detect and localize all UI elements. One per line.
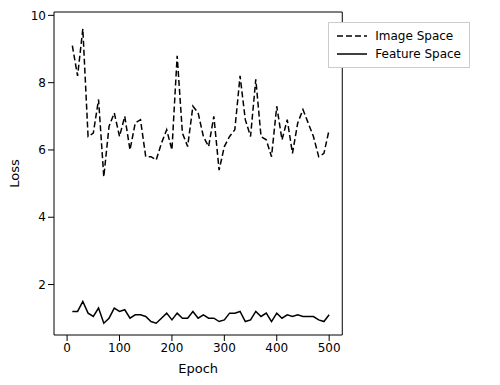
svg-text:Epoch: Epoch bbox=[178, 361, 218, 376]
svg-text:0: 0 bbox=[63, 341, 71, 355]
svg-text:200: 200 bbox=[160, 341, 183, 355]
svg-text:300: 300 bbox=[213, 341, 236, 355]
svg-text:2: 2 bbox=[38, 278, 46, 292]
svg-text:Loss: Loss bbox=[8, 159, 22, 188]
svg-text:400: 400 bbox=[265, 341, 288, 355]
html-text:Image Space: Image Space bbox=[375, 29, 454, 43]
svg-text:10: 10 bbox=[31, 9, 46, 23]
svg-text:500: 500 bbox=[318, 341, 341, 355]
svg-text:100: 100 bbox=[108, 341, 131, 355]
svg-text:8: 8 bbox=[38, 76, 46, 90]
svg-text:6: 6 bbox=[38, 143, 46, 157]
html-text:Feature Space: Feature Space bbox=[375, 47, 461, 61]
svg-text:4: 4 bbox=[38, 210, 46, 224]
